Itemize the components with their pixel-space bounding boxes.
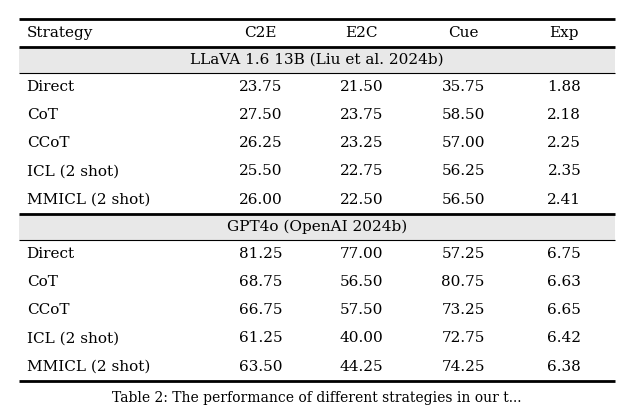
Text: 6.75: 6.75 bbox=[547, 247, 581, 261]
Text: 35.75: 35.75 bbox=[441, 80, 484, 94]
Text: 6.65: 6.65 bbox=[547, 303, 581, 317]
Text: 2.35: 2.35 bbox=[547, 164, 581, 178]
Text: 26.00: 26.00 bbox=[238, 193, 282, 207]
Text: 6.42: 6.42 bbox=[547, 332, 581, 345]
Text: CoT: CoT bbox=[27, 275, 58, 289]
Text: 26.25: 26.25 bbox=[238, 136, 282, 150]
Text: 2.25: 2.25 bbox=[547, 136, 581, 150]
Text: 68.75: 68.75 bbox=[238, 275, 282, 289]
Bar bbox=[19, 214, 615, 240]
Text: 57.25: 57.25 bbox=[441, 247, 485, 261]
Text: MMICL (2 shot): MMICL (2 shot) bbox=[27, 193, 150, 207]
Text: Direct: Direct bbox=[27, 247, 75, 261]
Text: 6.38: 6.38 bbox=[547, 359, 581, 374]
Text: ICL (2 shot): ICL (2 shot) bbox=[27, 164, 119, 178]
Text: 81.25: 81.25 bbox=[238, 247, 282, 261]
Text: 22.50: 22.50 bbox=[340, 193, 384, 207]
Text: 56.50: 56.50 bbox=[340, 275, 384, 289]
Text: 56.50: 56.50 bbox=[441, 193, 485, 207]
Text: E2C: E2C bbox=[346, 26, 378, 40]
Text: 2.18: 2.18 bbox=[547, 108, 581, 122]
Text: 40.00: 40.00 bbox=[340, 332, 384, 345]
Text: 6.63: 6.63 bbox=[547, 275, 581, 289]
Text: Strategy: Strategy bbox=[27, 26, 93, 40]
Text: 25.50: 25.50 bbox=[238, 164, 282, 178]
Text: 77.00: 77.00 bbox=[340, 247, 384, 261]
Text: 58.50: 58.50 bbox=[441, 108, 485, 122]
Text: 1.88: 1.88 bbox=[547, 80, 581, 94]
Text: 61.25: 61.25 bbox=[238, 332, 282, 345]
Text: Exp: Exp bbox=[550, 26, 579, 40]
Text: GPT4o (OpenAI 2024b): GPT4o (OpenAI 2024b) bbox=[227, 220, 407, 234]
Text: 57.00: 57.00 bbox=[441, 136, 485, 150]
Text: 72.75: 72.75 bbox=[441, 332, 485, 345]
Text: 56.25: 56.25 bbox=[441, 164, 485, 178]
Text: CCoT: CCoT bbox=[27, 303, 69, 317]
Text: 22.75: 22.75 bbox=[340, 164, 384, 178]
Text: 21.50: 21.50 bbox=[340, 80, 384, 94]
Bar bbox=[19, 47, 615, 73]
Text: CCoT: CCoT bbox=[27, 136, 69, 150]
Text: 23.75: 23.75 bbox=[238, 80, 282, 94]
Text: 80.75: 80.75 bbox=[441, 275, 485, 289]
Text: 73.25: 73.25 bbox=[441, 303, 485, 317]
Text: LLaVA 1.6 13B (Liu et al. 2024b): LLaVA 1.6 13B (Liu et al. 2024b) bbox=[190, 53, 444, 67]
Text: 44.25: 44.25 bbox=[340, 359, 384, 374]
Text: Direct: Direct bbox=[27, 80, 75, 94]
Text: 57.50: 57.50 bbox=[340, 303, 384, 317]
Text: Cue: Cue bbox=[448, 26, 478, 40]
Text: 2.41: 2.41 bbox=[547, 193, 581, 207]
Text: MMICL (2 shot): MMICL (2 shot) bbox=[27, 359, 150, 374]
Text: 27.50: 27.50 bbox=[238, 108, 282, 122]
Text: 63.50: 63.50 bbox=[238, 359, 282, 374]
Text: 23.75: 23.75 bbox=[340, 108, 384, 122]
Text: C2E: C2E bbox=[244, 26, 276, 40]
Text: ICL (2 shot): ICL (2 shot) bbox=[27, 332, 119, 345]
Text: CoT: CoT bbox=[27, 108, 58, 122]
Text: 74.25: 74.25 bbox=[441, 359, 485, 374]
Text: 66.75: 66.75 bbox=[238, 303, 282, 317]
Text: Table 2: The performance of different strategies in our t...: Table 2: The performance of different st… bbox=[112, 391, 522, 405]
Text: 23.25: 23.25 bbox=[340, 136, 384, 150]
